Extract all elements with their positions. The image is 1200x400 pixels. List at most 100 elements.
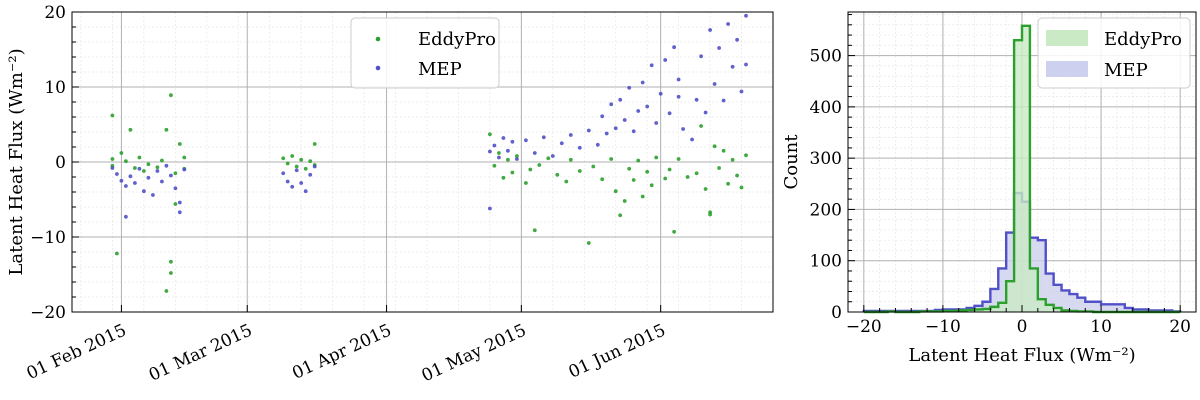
scatter-point — [160, 179, 164, 184]
scatter-point — [169, 271, 173, 275]
histogram-y-tick-label: 100 — [810, 252, 842, 272]
histogram-bar — [1077, 297, 1086, 312]
scatter-legend-label-mep: MEP — [418, 59, 462, 80]
histogram-x-axis-label: Latent Heat Flux (Wm⁻²) — [908, 345, 1135, 366]
scatter-point — [555, 172, 560, 177]
scatter-point — [685, 175, 690, 179]
scatter-point — [164, 289, 169, 293]
scatter-point — [618, 97, 623, 102]
scatter-point — [308, 159, 313, 164]
scatter-series-mep — [110, 13, 748, 219]
scatter-point — [726, 22, 730, 26]
scatter-point — [177, 200, 182, 205]
scatter-point — [568, 133, 573, 137]
scatter-point — [515, 154, 519, 158]
scatter-point — [146, 162, 151, 167]
scatter-point — [281, 156, 286, 161]
scatter-point — [613, 189, 618, 194]
scatter-point — [501, 136, 506, 140]
histogram-bar — [1053, 284, 1062, 312]
scatter-point — [146, 175, 151, 180]
scatter-point — [694, 97, 699, 102]
scatter-point — [640, 194, 645, 199]
histogram-bar — [1132, 309, 1141, 312]
histogram-bar — [1045, 304, 1054, 312]
histogram-legend-label-mep: MEP — [1104, 60, 1148, 81]
scatter-point — [739, 89, 744, 94]
scatter-point — [285, 179, 290, 184]
scatter-point — [663, 58, 668, 62]
histogram-bar — [1124, 307, 1133, 312]
scatter-legend-marker-mep — [375, 65, 381, 71]
scatter-point — [609, 157, 614, 161]
scatter-point — [703, 110, 708, 115]
scatter-point — [173, 171, 178, 176]
scatter-point — [506, 157, 510, 162]
scatter-point — [730, 157, 735, 162]
scatter-point — [164, 127, 169, 132]
histogram-x-tick-label: 0 — [1017, 317, 1028, 337]
histogram-y-axis-label: Count — [781, 134, 802, 190]
histogram-bar — [1037, 240, 1046, 312]
scatter-point — [699, 124, 703, 128]
scatter-point — [622, 118, 627, 122]
scatter-point — [115, 172, 119, 176]
histogram-bar — [1029, 268, 1038, 312]
scatter-legend-box — [350, 17, 500, 89]
scatter-point — [730, 64, 735, 69]
histogram-bar — [982, 308, 991, 312]
scatter-point — [600, 177, 605, 182]
scatter-point — [640, 80, 645, 85]
histogram-bar — [990, 306, 999, 312]
histogram-bar — [1116, 304, 1125, 312]
scatter-y-tick-label: −20 — [30, 303, 66, 323]
scatter-point — [492, 143, 497, 148]
scatter-point — [604, 131, 609, 136]
scatter-point — [515, 157, 519, 161]
scatter-point — [290, 154, 295, 158]
histogram-y-tick-label: 200 — [810, 200, 842, 220]
scatter-point — [169, 173, 173, 178]
histogram-bar — [1037, 299, 1046, 312]
scatter-point — [501, 175, 506, 180]
scatter-point — [658, 91, 663, 96]
histogram-bar — [982, 301, 991, 312]
scatter-point — [676, 77, 681, 82]
scatter-point — [303, 189, 308, 194]
histogram-legend-label-eddypro: EddyPro — [1104, 29, 1182, 50]
scatter-point — [524, 138, 528, 143]
histogram-bar — [1140, 309, 1149, 312]
scatter-point — [119, 151, 124, 155]
histogram-bar — [1109, 304, 1117, 312]
scatter-point — [182, 167, 187, 172]
histogram-legend-swatch-mep — [1046, 61, 1088, 77]
scatter-point — [627, 85, 632, 90]
scatter-point — [151, 193, 155, 197]
scatter-point — [577, 169, 582, 173]
scatter-point — [654, 121, 659, 125]
histogram-bar — [1022, 25, 1030, 312]
scatter-point — [631, 129, 636, 134]
scatter-y-tick-label: 10 — [44, 78, 66, 98]
histogram-y-tick-label: 400 — [810, 98, 842, 118]
scatter-point — [177, 142, 182, 146]
scatter-point — [169, 259, 173, 264]
scatter-point — [667, 111, 672, 116]
scatter-point — [586, 241, 591, 245]
histogram-bar — [998, 268, 1007, 312]
scatter-point — [564, 179, 569, 184]
scatter-series-eddypro — [110, 93, 748, 293]
scatter-point — [506, 148, 510, 153]
histogram-bar — [998, 302, 1007, 312]
histogram-legend: EddyPro MEP — [1037, 17, 1191, 89]
scatter-point — [299, 181, 304, 185]
scatter-point — [681, 127, 685, 131]
scatter-point — [649, 63, 654, 68]
histogram-bar — [1045, 273, 1054, 312]
scatter-point — [622, 199, 627, 203]
histogram-bar — [1069, 294, 1078, 312]
scatter-point — [667, 167, 672, 172]
scatter-point — [497, 151, 501, 155]
scatter-point — [492, 163, 497, 168]
